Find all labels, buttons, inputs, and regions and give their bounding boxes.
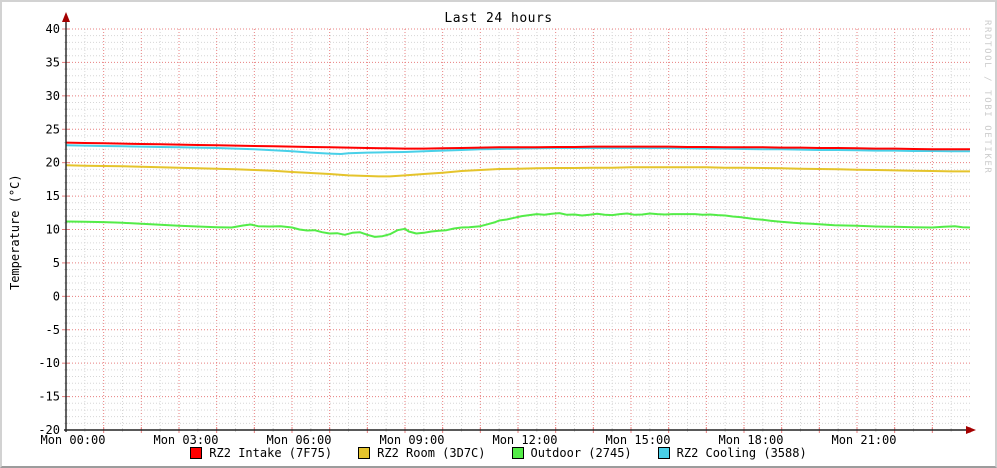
y-tick-label: 25	[46, 122, 60, 136]
legend-swatch-icon	[657, 447, 670, 459]
legend-item: RZ2 Cooling (3588)	[657, 446, 807, 460]
y-tick-label: -5	[46, 323, 60, 337]
y-tick-label: 5	[53, 256, 60, 270]
x-tick-label: Mon 12:00	[492, 433, 557, 447]
legend-item: RZ2 Intake (7F75)	[190, 446, 332, 460]
y-axis-arrow	[62, 12, 70, 22]
y-tick-label: 0	[53, 289, 60, 303]
y-tick-label: 15	[46, 189, 60, 203]
x-axis-arrow	[966, 426, 976, 434]
legend-item: RZ2 Room (3D7C)	[358, 446, 486, 460]
legend-swatch-icon	[511, 447, 524, 459]
y-tick-label: 30	[46, 89, 60, 103]
legend-label: RZ2 Cooling (3588)	[676, 446, 807, 460]
graph-title: Last 24 hours	[444, 11, 553, 26]
x-tick-label: Mon 06:00	[266, 433, 331, 447]
y-tick-label: -10	[38, 356, 60, 370]
legend-item: Outdoor (2745)	[511, 446, 632, 460]
series-line-rz2-cooling-3588	[65, 144, 970, 155]
legend-label: RZ2 Intake (7F75)	[209, 446, 333, 460]
legend-label: RZ2 Room (3D7C)	[377, 446, 486, 460]
x-tick-label: Mon 09:00	[379, 433, 444, 447]
x-tick-label: Mon 03:00	[153, 433, 218, 447]
rrdtool-watermark: RRDTOOL / TOBI OETIKER	[982, 20, 992, 175]
y-tick-label: -20	[38, 423, 60, 437]
legend-label: Outdoor (2745)	[530, 446, 632, 460]
x-tick-label: Mon 18:00	[718, 433, 783, 447]
y-tick-label: 35	[46, 55, 60, 69]
y-tick-label: 20	[46, 156, 60, 170]
x-tick-label: Mon 21:00	[831, 433, 896, 447]
y-tick-label: 10	[46, 223, 60, 237]
y-tick-label: 40	[46, 22, 60, 36]
legend: RZ2 Intake (7F75) RZ2 Room (3D7C) Outdoor …	[2, 444, 995, 462]
series-line-rz2-intake-7f75	[65, 141, 970, 151]
legend-swatch-icon	[190, 447, 203, 459]
legend-swatch-icon	[358, 447, 371, 459]
y-tick-label: -15	[38, 390, 60, 404]
x-tick-label: Mon 15:00	[605, 433, 670, 447]
x-tick-label: Mon 00:00	[40, 433, 105, 447]
series-line-rz2-room-3d7c	[65, 164, 970, 178]
series-line-outdoor-2745	[65, 212, 971, 238]
